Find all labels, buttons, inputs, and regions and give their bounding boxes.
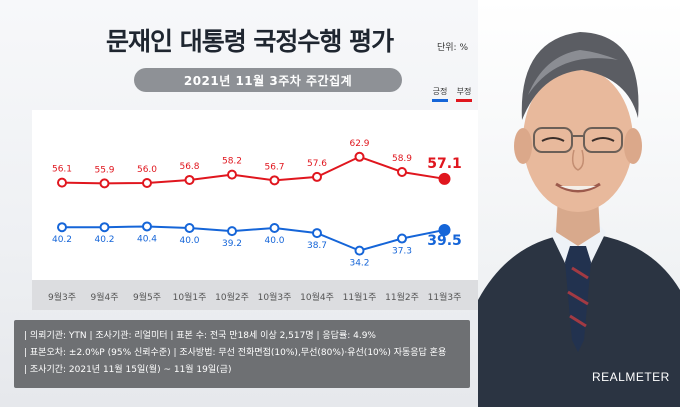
data-point-negative: [57, 177, 67, 188]
note-line-3: | 조사기간: 2021년 11월 15일(월) ~ 11월 19일(금): [24, 365, 232, 375]
data-point-negative: [184, 174, 195, 185]
page-title: 문재인 대통령 국정수행 평가: [106, 27, 394, 56]
data-point-positive: [269, 223, 280, 233]
data-point-negative: [99, 178, 110, 189]
data-point-positive: [354, 245, 365, 256]
portrait-photo: [478, 0, 680, 407]
data-point-positive: [57, 222, 67, 233]
note-line-2: | 표본오차: ±2.0%P (95% 신뢰수준) | 조사방법: 무선 전화면…: [24, 348, 447, 358]
data-label-positive: 34.2: [349, 259, 369, 269]
series-line-positive: [62, 225, 445, 252]
x-tick-label: 10월2주: [215, 291, 249, 303]
data-point-negative: [438, 172, 451, 185]
survey-notes: | 의뢰기관: YTN | 조사기관: 리얼미터 | 표본 수: 전국 만18세…: [14, 320, 470, 388]
data-point-positive: [438, 223, 451, 236]
legend-positive-label: 긍정: [432, 87, 448, 96]
data-label-positive: 39.5: [427, 233, 462, 249]
data-label-negative: 55.9: [94, 165, 114, 175]
data-label-negative: 58.9: [392, 154, 412, 164]
data-label-negative: 56.1: [52, 165, 72, 175]
data-point-positive: [184, 223, 195, 233]
data-point-positive: [142, 221, 152, 232]
x-tick-label: 10월1주: [173, 291, 207, 303]
data-label-negative: 56.8: [179, 162, 199, 172]
data-point-negative: [354, 151, 365, 162]
note-line-1: | 의뢰기관: YTN | 조사기관: 리얼미터 | 표본 수: 전국 만18세…: [24, 331, 376, 341]
data-label-negative: 57.6: [307, 159, 327, 169]
data-point-negative: [312, 171, 322, 182]
data-label-negative: 56.0: [137, 165, 157, 175]
data-label-positive: 40.2: [94, 235, 114, 245]
x-tick-label: 9월5주: [133, 291, 161, 303]
data-label-positive: 37.3: [392, 247, 412, 257]
x-tick-label: 10월3주: [258, 291, 292, 303]
data-label-positive: 40.2: [52, 235, 72, 245]
data-label-positive: 39.2: [222, 239, 242, 249]
legend-negative-swatch: [456, 99, 472, 102]
unit-label: 단위: %: [437, 43, 469, 53]
data-point-negative: [397, 166, 407, 177]
data-point-positive: [99, 222, 110, 233]
data-label-negative: 57.1: [427, 156, 462, 172]
data-label-negative: 56.7: [264, 162, 284, 172]
x-tick-label: 11월3주: [428, 291, 462, 303]
period-text: 2021년 11월 3주차 주간집계: [183, 73, 353, 88]
data-label-positive: 40.0: [264, 236, 284, 246]
period-badge: 2021년 11월 3주차 주간집계: [134, 68, 402, 92]
x-axis-band: [32, 280, 487, 310]
legend-positive-swatch: [432, 99, 448, 102]
x-tick-label: 11월1주: [343, 291, 377, 303]
x-tick-label: 9월3주: [48, 291, 76, 303]
x-tick-label: 9월4주: [90, 291, 118, 303]
legend-negative: 부정: [456, 86, 472, 102]
x-tick-label: 10월4주: [300, 291, 334, 303]
brand-logo: REALMETER: [592, 370, 670, 384]
plot-area: [32, 110, 487, 310]
legend-negative-label: 부정: [456, 87, 472, 96]
data-label-positive: 40.0: [179, 236, 199, 246]
data-point-positive: [397, 233, 407, 244]
data-point-negative: [142, 178, 152, 188]
data-label-negative: 58.2: [222, 157, 242, 167]
data-point-negative: [269, 175, 280, 186]
series-line-negative: [61, 155, 445, 185]
data-label-negative: 62.9: [349, 139, 369, 149]
data-point-negative: [227, 169, 237, 180]
data-point-positive: [312, 228, 322, 239]
data-label-positive: 40.4: [137, 234, 157, 244]
x-tick-label: 11월2주: [385, 291, 419, 303]
data-point-positive: [227, 226, 237, 237]
data-label-positive: 38.7: [307, 241, 327, 251]
legend-positive: 긍정: [432, 86, 448, 102]
